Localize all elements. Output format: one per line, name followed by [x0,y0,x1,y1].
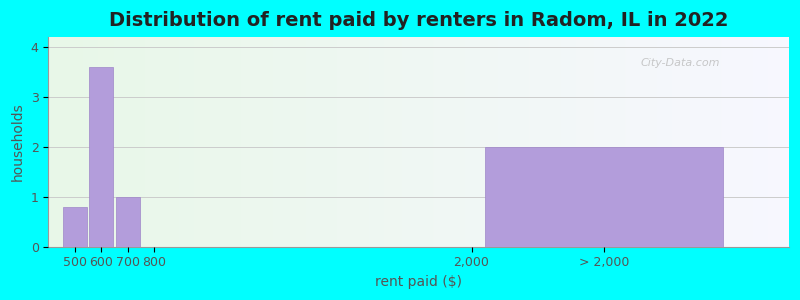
Title: Distribution of rent paid by renters in Radom, IL in 2022: Distribution of rent paid by renters in … [109,11,728,30]
Y-axis label: households: households [11,103,25,181]
X-axis label: rent paid ($): rent paid ($) [375,275,462,289]
Bar [63,207,86,247]
Bar [90,67,113,247]
Bar [485,147,722,247]
Text: City-Data.com: City-Data.com [641,58,720,68]
Bar [116,197,140,247]
